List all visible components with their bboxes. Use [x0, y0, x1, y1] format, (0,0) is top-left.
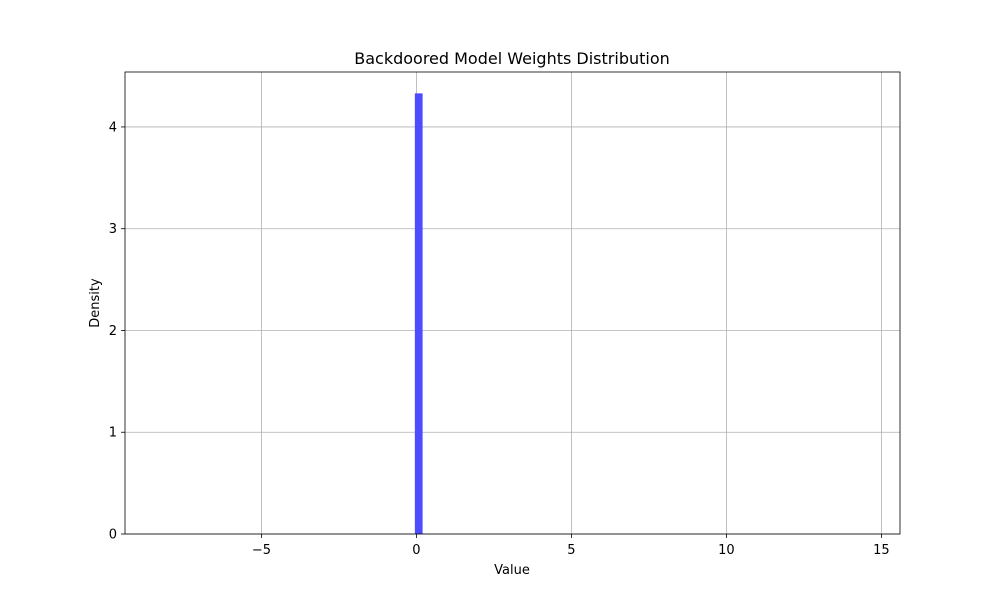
y-tick-label: 1 — [109, 426, 117, 441]
plot-area — [125, 72, 900, 534]
y-axis-ticks: 0 1 2 3 4 — [109, 120, 125, 543]
x-tick-label: 0 — [412, 543, 420, 558]
x-tick-label: 15 — [873, 543, 890, 558]
y-tick-label: 0 — [109, 528, 117, 543]
x-tick-label: 5 — [567, 543, 575, 558]
y-tick-label: 2 — [109, 324, 117, 339]
x-tick-label: −5 — [252, 543, 271, 558]
y-tick-label: 3 — [109, 222, 117, 237]
chart-title: Backdoored Model Weights Distribution — [354, 49, 670, 68]
x-axis-label: Value — [494, 563, 530, 578]
y-axis-label: Density — [88, 278, 103, 328]
x-axis-ticks: −5 0 5 10 15 — [252, 534, 890, 558]
x-tick-label: 10 — [718, 543, 735, 558]
histogram-bar — [414, 93, 423, 534]
plot-frame — [124, 71, 901, 535]
histogram-bars — [414, 93, 423, 534]
y-tick-label: 4 — [109, 120, 117, 135]
